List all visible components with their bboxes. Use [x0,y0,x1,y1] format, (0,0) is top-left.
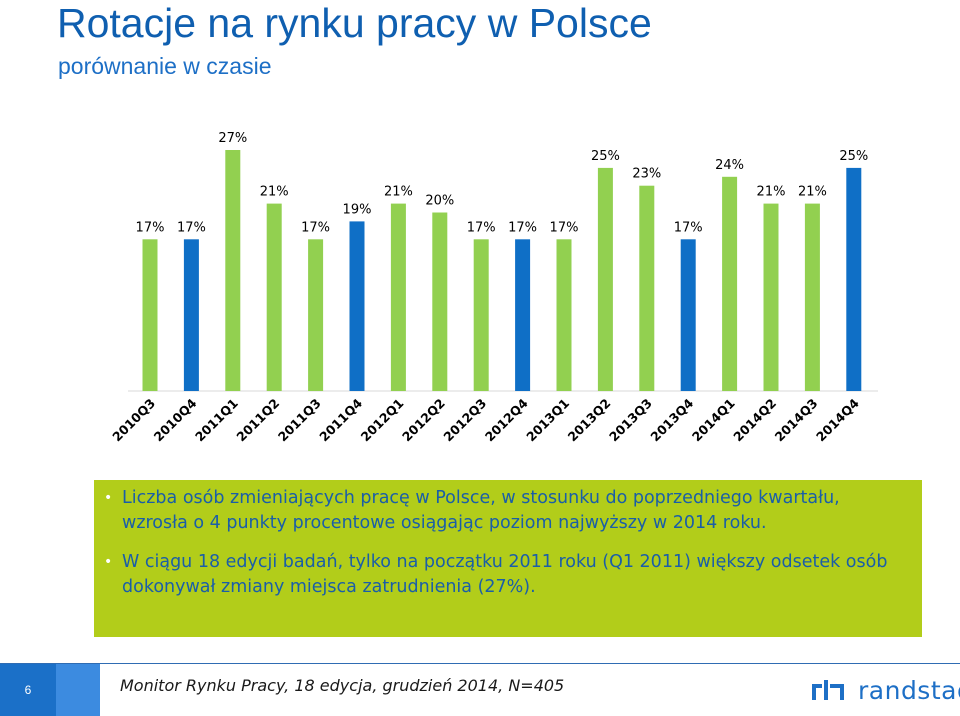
x-tick-label: 2011Q2 [233,396,282,445]
data-label: 24% [715,158,744,173]
x-tick-label: 2013Q2 [565,396,614,445]
bar-2014Q1 [722,176,738,391]
bar-2011Q1 [225,150,241,391]
x-tick-label: 2014Q3 [772,396,821,445]
x-tick-label: 2013Q4 [647,395,696,444]
bar-2013Q3 [639,185,655,391]
x-tick-label: 2011Q1 [192,396,241,445]
data-label: 23% [632,167,661,182]
data-label: 21% [384,185,413,200]
data-label: 17% [550,220,579,235]
data-label: 27% [218,131,247,146]
x-tick-label: 2013Q1 [523,396,572,445]
bar-2010Q4 [183,239,199,391]
page-number: 6 [0,664,56,716]
bar-2014Q4 [846,167,862,391]
bar-2014Q2 [763,203,779,391]
data-label: 25% [591,149,620,164]
x-tick-label: 2010Q4 [151,395,200,444]
data-label: 17% [467,220,496,235]
data-label: 19% [343,202,372,217]
x-tick-label: 2014Q2 [730,396,779,445]
page-title: Rotacje na rynku pracy w Polsce [57,0,652,46]
data-label: 20% [425,194,454,209]
x-tick-label: 2012Q3 [440,396,489,445]
x-tick-label: 2011Q4 [316,395,365,444]
bar-2012Q1 [390,203,406,391]
data-label: 17% [674,220,703,235]
randstad-logo: randstad [812,672,960,708]
x-tick-label: 2013Q3 [606,396,655,445]
footer-source: Monitor Rynku Pracy, 18 edycja, grudzień… [120,676,565,695]
bar-2013Q1 [556,239,572,391]
data-label: 21% [757,185,786,200]
bar-2013Q2 [597,167,613,391]
summary-box: • Liczba osób zmieniających pracę w Pols… [94,480,922,637]
data-label: 21% [798,185,827,200]
bullet-item: • Liczba osób zmieniających pracę w Pols… [100,486,910,536]
bar-2011Q2 [266,203,282,391]
data-label: 17% [508,220,537,235]
footer-accent-strip [56,664,100,716]
bar-chart: 17% 17% 27% 21% 17% 19% 21% 20% 17% 17% 17% 25% 23% 1… [109,131,878,445]
bullet-dot-icon: • [104,554,113,570]
bullet-dot-icon: • [104,490,113,506]
data-label: 21% [260,185,289,200]
bullet-text: Liczba osób zmieniających pracę w Polsce… [122,488,840,533]
x-tick-label: 2012Q1 [358,396,407,445]
data-label: 17% [136,220,165,235]
data-label: 25% [839,149,868,164]
bar-2013Q4 [680,239,696,391]
x-tick-label: 2012Q2 [399,396,448,445]
bar-2012Q4 [515,239,531,391]
bar-2012Q3 [473,239,489,391]
bullet-item: • W ciągu 18 edycji badań, tylko na pocz… [100,550,910,600]
bullet-text: W ciągu 18 edycji badań, tylko na począt… [122,552,888,597]
bar-2012Q2 [432,212,448,391]
bar-2011Q4 [349,221,365,391]
x-tick-label: 2011Q3 [275,396,324,445]
logo-text: randstad [858,675,960,705]
x-tick-label: 2014Q1 [689,396,738,445]
page-subtitle: porównanie w czasie [58,53,272,79]
randstad-logo-icon [812,680,844,700]
x-tick-label: 2010Q3 [109,396,158,445]
bar-2014Q3 [804,203,820,391]
bar-2011Q3 [308,239,324,391]
x-tick-label: 2014Q4 [813,395,862,444]
data-label: 17% [301,220,330,235]
footer: 6 Monitor Rynku Pracy, 18 edycja, grudzi… [0,663,960,716]
data-label: 17% [177,220,206,235]
x-tick-label: 2012Q4 [482,395,531,444]
bar-2010Q3 [142,239,158,391]
